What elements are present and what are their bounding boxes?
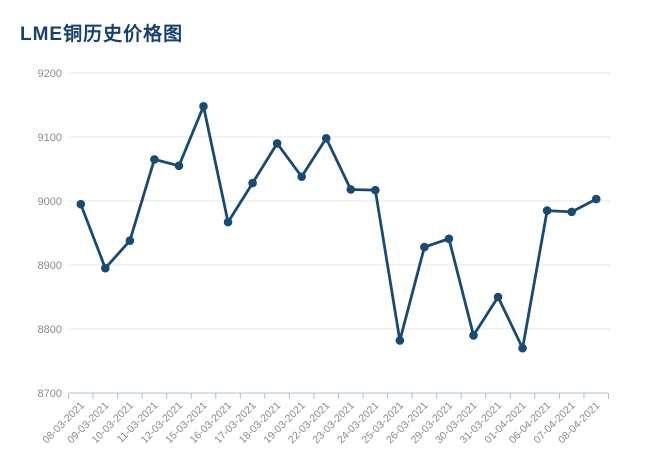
y-axis-label: 8700 [38,388,62,400]
y-axis-label: 9000 [38,196,62,208]
data-point[interactable] [297,172,306,181]
data-point[interactable] [125,236,135,245]
data-point[interactable] [493,292,503,302]
data-point[interactable] [174,161,184,171]
y-axis-label: 9100 [38,132,62,144]
data-point[interactable] [272,139,282,148]
data-point[interactable] [101,263,110,273]
data-point[interactable] [248,178,257,188]
data-point[interactable] [567,207,576,217]
data-point[interactable] [469,331,478,340]
data-point[interactable] [150,155,159,164]
y-axis-label: 8800 [38,324,62,336]
data-point[interactable] [591,194,601,204]
data-point[interactable] [321,133,331,143]
data-point[interactable] [518,343,527,353]
data-point[interactable] [395,336,405,345]
data-point[interactable] [199,101,208,111]
data-point[interactable] [420,242,429,252]
price-line-series [79,104,598,350]
data-point[interactable] [542,206,552,215]
data-point[interactable] [346,185,356,194]
chart-title: LME铜历史价格图 [20,24,184,45]
data-point[interactable] [223,217,233,227]
data-point[interactable] [371,185,380,195]
data-point[interactable] [76,199,86,209]
y-axis-label: 9200 [38,68,62,80]
data-point[interactable] [444,234,454,244]
y-axis-label: 8900 [38,260,62,272]
